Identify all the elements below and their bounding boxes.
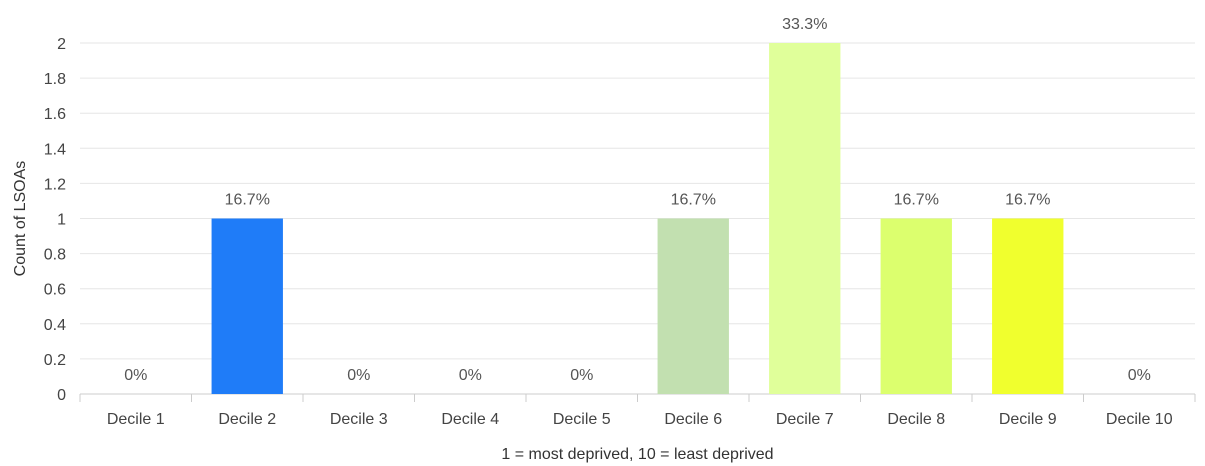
x-tick-label: Decile 2 (218, 411, 276, 428)
y-tick-label: 0.8 (44, 247, 66, 264)
bars (211, 43, 1064, 395)
bar-decile-6[interactable] (657, 218, 729, 395)
y-tick-label: 2 (57, 36, 66, 53)
data-label: 16.7% (894, 192, 939, 209)
x-tick-label: Decile 8 (887, 411, 945, 428)
y-tick-label: 1 (57, 212, 66, 229)
data-label: 33.3% (782, 16, 827, 33)
x-tick-label: Decile 10 (1106, 411, 1173, 428)
y-axis-title: Count of LSOAs (12, 161, 29, 277)
x-tick-label: Decile 3 (330, 411, 388, 428)
y-tick-label: 1.8 (44, 71, 66, 88)
y-tick-label: 0 (57, 387, 66, 404)
y-tick-label: 1.2 (44, 176, 66, 193)
x-axis-title: 1 = most deprived, 10 = least deprived (501, 446, 773, 463)
x-axis-ticks: Decile 1 Decile 2 Decile 3 Decile 4 Decile 5… (79, 394, 1196, 428)
bar-decile-2[interactable] (211, 218, 283, 395)
data-label: 0% (570, 367, 593, 384)
data-labels: 0% 16.7% 0% 0% 0% 16.7% 33.3% 16.7% 16.7% 0% (124, 16, 1151, 384)
data-label: 0% (347, 367, 370, 384)
y-tick-label: 0.6 (44, 282, 66, 299)
data-label: 0% (459, 367, 482, 384)
x-tick-label: Decile 9 (999, 411, 1057, 428)
y-axis-ticks: 0 0.2 0.4 0.6 0.8 1 1.2 1.4 1.6 1.8 2 (44, 36, 66, 404)
y-tick-label: 1.4 (44, 141, 66, 158)
x-tick-label: Decile 7 (776, 411, 834, 428)
y-tick-label: 0.2 (44, 352, 66, 369)
x-tick-label: Decile 6 (664, 411, 722, 428)
bar-decile-9[interactable] (992, 218, 1064, 395)
data-label: 0% (1128, 367, 1151, 384)
y-tick-label: 0.4 (44, 317, 66, 334)
data-label: 0% (124, 367, 147, 384)
bar-decile-7[interactable] (769, 43, 841, 394)
data-label: 16.7% (225, 192, 270, 209)
x-tick-label: Decile 4 (441, 411, 499, 428)
data-label: 16.7% (1005, 192, 1050, 209)
y-tick-label: 1.6 (44, 106, 66, 123)
x-tick-label: Decile 5 (553, 411, 611, 428)
x-tick-label: Decile 1 (107, 411, 165, 428)
bar-decile-8[interactable] (880, 218, 952, 395)
data-label: 16.7% (671, 192, 716, 209)
